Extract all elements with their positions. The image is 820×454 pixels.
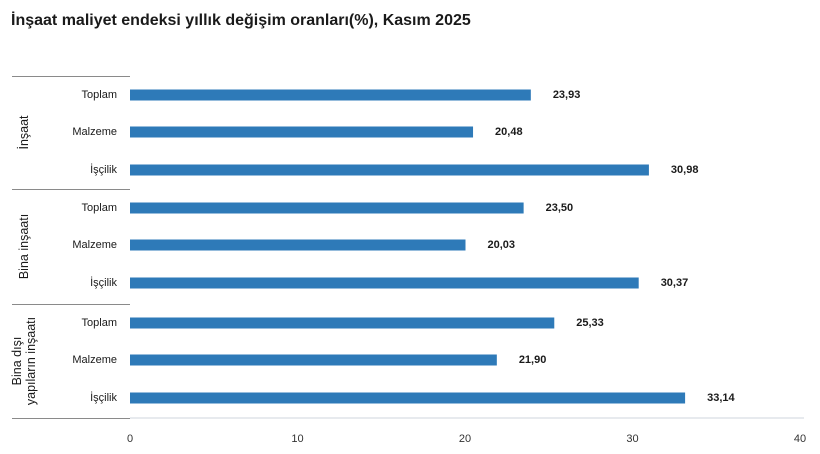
bar — [130, 202, 524, 214]
x-tick-label: 30 — [626, 433, 638, 445]
group-label: yapıların inşaatı — [24, 317, 38, 405]
bar-value-label: 33,14 — [707, 392, 735, 404]
bar — [130, 89, 531, 101]
bar — [130, 317, 555, 329]
x-tick-label: 0 — [127, 433, 133, 445]
x-tick-label: 10 — [291, 433, 303, 445]
bar — [130, 392, 686, 404]
group-label: İnşaat — [17, 115, 31, 150]
category-label: Toplam — [82, 89, 117, 101]
bar-value-label: 25,33 — [576, 317, 604, 329]
bar — [130, 164, 649, 176]
bars: 23,93 20,48 30,98 23,50 20,03 30,37 25,33 21,90… — [130, 89, 736, 404]
bar-value-label: 23,93 — [553, 89, 581, 101]
bar — [130, 354, 497, 366]
bar-value-label: 21,90 — [519, 354, 547, 366]
category-label: Malzeme — [72, 354, 117, 366]
category-label: İşçilik — [90, 391, 117, 404]
chart-axes: 0 10 20 30 40 — [12, 76, 806, 445]
category-label: İşçilik — [90, 163, 117, 176]
x-tick-label: 20 — [459, 433, 471, 445]
group-label: Bina inşaatı — [17, 214, 31, 279]
category-groups: İnşaat Toplam Malzeme İşçilik Bina inşaatı To… — [10, 89, 117, 405]
group-label: Bina dışı — [10, 337, 24, 386]
chart-title: İnşaat maliyet endeksi yıllık değişim or… — [11, 12, 471, 29]
category-label: İşçilik — [90, 276, 117, 289]
category-label: Malzeme — [72, 126, 117, 138]
category-label: Malzeme — [72, 239, 117, 251]
category-label: Toplam — [82, 202, 117, 214]
bar-value-label: 20,48 — [495, 126, 523, 138]
bar-value-label: 30,37 — [661, 277, 689, 289]
bar-value-label: 20,03 — [488, 239, 516, 251]
bar-value-label: 30,98 — [671, 164, 699, 176]
bar — [130, 277, 639, 289]
bar-value-label: 23,50 — [546, 202, 574, 214]
category-label: Toplam — [82, 317, 117, 329]
x-tick-label: 40 — [794, 433, 806, 445]
bar — [130, 126, 474, 138]
bar — [130, 239, 466, 251]
